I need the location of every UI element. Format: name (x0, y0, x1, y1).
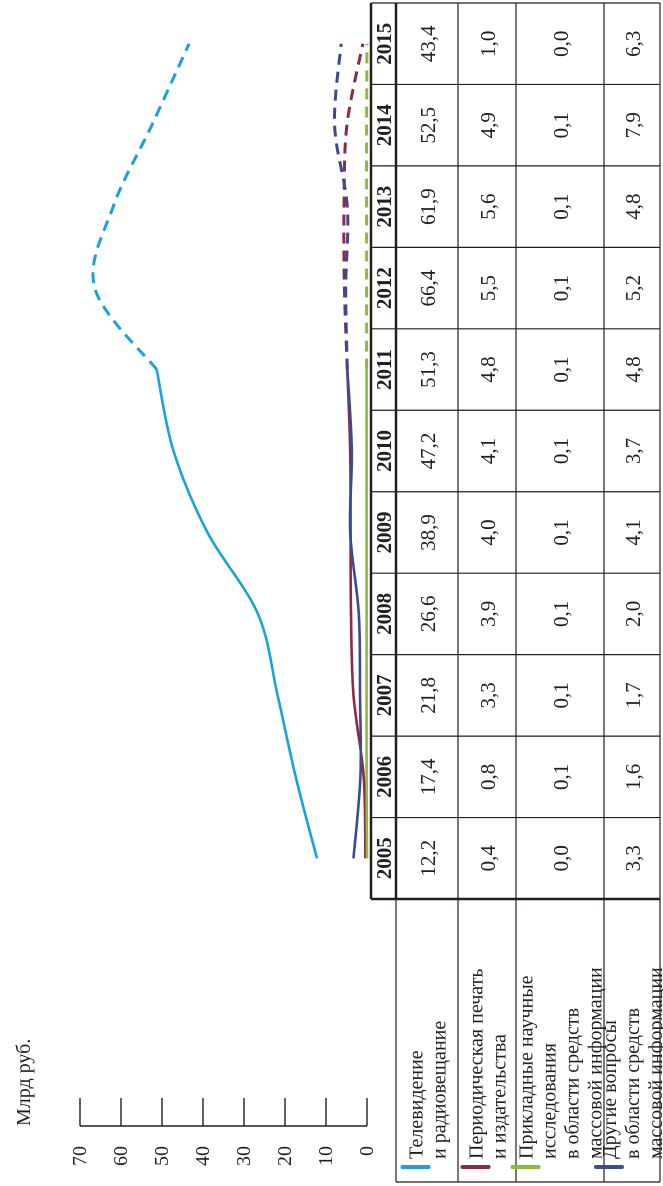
row-label: Прикладные научные (516, 975, 538, 1159)
row-label: массовой информации (645, 967, 663, 1159)
series-line-solid (155, 369, 319, 859)
value-cell: 4,8 (621, 194, 645, 220)
year-header: 2015 (372, 23, 396, 65)
value-cell: 0,8 (476, 764, 500, 790)
year-header: 2007 (372, 674, 396, 716)
value-cell: 0,1 (549, 356, 573, 382)
value-cell: 0,1 (549, 682, 573, 708)
value-cell: 1,7 (621, 682, 645, 708)
value-cell: 17,4 (416, 758, 440, 795)
value-cell: 21,8 (416, 677, 440, 714)
value-cell: 3,3 (476, 682, 500, 708)
y-axis-title: Млрд руб. (13, 1039, 35, 1126)
value-cell: 4,8 (621, 356, 645, 382)
value-cell: 0,1 (549, 194, 573, 220)
value-cell: 38,9 (416, 514, 440, 551)
value-cell: 0,1 (549, 764, 573, 790)
value-cell: 3,9 (476, 601, 500, 627)
value-cell: 1,6 (621, 764, 645, 790)
series-line-dashed (333, 43, 350, 370)
value-cell: 52,5 (416, 107, 440, 144)
value-cell: 5,6 (476, 194, 500, 220)
row-label: и издательства (489, 1034, 511, 1159)
row-label: Телевидение (406, 1050, 428, 1159)
value-cell: 4,1 (621, 519, 645, 545)
year-header: 2006 (372, 756, 396, 798)
y-tick-label: 10 (315, 1146, 337, 1166)
value-cell: 43,4 (416, 25, 440, 62)
value-cell: 4,0 (476, 519, 500, 545)
series-line-solid (346, 369, 363, 859)
value-cell: 0,0 (549, 845, 573, 871)
y-tick-label: 60 (110, 1146, 132, 1166)
row-label: в области средств (622, 1008, 644, 1159)
value-cell: 7,9 (621, 112, 645, 138)
value-cell: 66,4 (416, 269, 440, 306)
year-header: 2005 (372, 837, 396, 879)
row-label: в области средств (562, 1008, 584, 1159)
year-header: 2008 (372, 593, 396, 635)
value-cell: 4,1 (476, 438, 500, 464)
value-cell: 12,2 (416, 840, 440, 877)
y-tick-label: 50 (151, 1146, 173, 1166)
y-tick-label: 70 (69, 1146, 91, 1166)
year-header: 2013 (372, 186, 396, 228)
value-cell: 0,1 (549, 275, 573, 301)
series-line-solid (346, 369, 367, 859)
value-cell: 0,1 (549, 112, 573, 138)
value-cell: 61,9 (416, 188, 440, 225)
value-cell: 6,3 (621, 31, 645, 57)
value-cell: 51,3 (416, 351, 440, 388)
value-cell: 4,8 (476, 356, 500, 382)
year-header: 2010 (372, 430, 396, 472)
y-tick-label: 30 (233, 1146, 255, 1166)
value-cell: 1,0 (476, 31, 500, 57)
value-cell: 0,1 (549, 601, 573, 627)
value-cell: 3,7 (621, 438, 645, 464)
y-tick-label: 0 (356, 1146, 378, 1156)
row-label: исследования (539, 1043, 561, 1159)
row-label: Другие вопросы (599, 1020, 621, 1159)
value-cell: 0,1 (549, 519, 573, 545)
value-cell: 0,1 (549, 438, 573, 464)
year-header: 2009 (372, 511, 396, 553)
row-label: и радиовещание (429, 1021, 451, 1159)
value-cell: 26,6 (416, 596, 440, 633)
value-cell: 2,0 (621, 601, 645, 627)
row-label: Периодическая печать (466, 969, 488, 1160)
value-cell: 5,2 (621, 275, 645, 301)
y-tick-label: 20 (274, 1146, 296, 1166)
value-cell: 5,5 (476, 275, 500, 301)
series-line-dashed (91, 43, 191, 371)
value-cell: 0,4 (476, 845, 500, 872)
year-header: 2014 (372, 104, 396, 147)
y-tick-label: 40 (192, 1146, 214, 1166)
year-header: 2011 (372, 349, 396, 390)
value-cell: 0,0 (549, 31, 573, 57)
value-cell: 4,9 (476, 112, 500, 138)
value-cell: 47,2 (416, 433, 440, 470)
year-header: 2012 (372, 267, 396, 309)
value-cell: 3,3 (621, 845, 645, 871)
row-label: массовой информации (585, 967, 607, 1159)
